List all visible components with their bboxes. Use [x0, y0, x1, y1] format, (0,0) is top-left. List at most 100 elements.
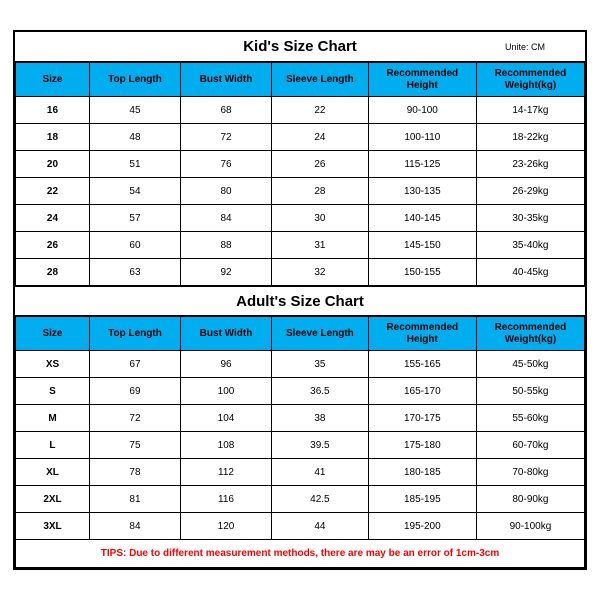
table-cell: 20	[16, 151, 90, 178]
kids-header-row: Size Top Length Bust Width Sleeve Length…	[16, 63, 585, 97]
table-cell: 28	[16, 259, 90, 286]
table-cell: 80-90kg	[476, 486, 584, 513]
table-cell: 24	[272, 124, 369, 151]
table-cell: 84	[181, 205, 272, 232]
table-cell: 180-185	[368, 459, 476, 486]
table-cell: 22	[272, 97, 369, 124]
table-cell: 45	[89, 97, 180, 124]
table-cell: 40-45kg	[476, 259, 584, 286]
size-chart-container: Kid's Size Chart Unite: CM Size Top Leng…	[13, 30, 587, 570]
table-cell: 60	[89, 232, 180, 259]
table-cell: M	[16, 405, 90, 432]
table-cell: 155-165	[368, 351, 476, 378]
table-cell: 41	[272, 459, 369, 486]
table-cell: 26-29kg	[476, 178, 584, 205]
table-cell: 3XL	[16, 513, 90, 540]
table-cell: 80	[181, 178, 272, 205]
table-row: 26608831145-15035-40kg	[16, 232, 585, 259]
table-cell: 60-70kg	[476, 432, 584, 459]
table-cell: 44	[272, 513, 369, 540]
col-bust-width: Bust Width	[181, 63, 272, 97]
table-cell: 14-17kg	[476, 97, 584, 124]
table-row: XL7811241180-18570-80kg	[16, 459, 585, 486]
table-cell: 50-55kg	[476, 378, 584, 405]
tips-row: TIPS: Due to different measurement metho…	[16, 540, 585, 568]
table-cell: 150-155	[368, 259, 476, 286]
col-sleeve-length: Sleeve Length	[272, 317, 369, 351]
table-cell: 72	[89, 405, 180, 432]
adults-title-row: Adult's Size Chart	[15, 286, 585, 316]
table-cell: 36.5	[272, 378, 369, 405]
col-rec-height: Recommended Height	[368, 63, 476, 97]
table-cell: 170-175	[368, 405, 476, 432]
col-bust-width: Bust Width	[181, 317, 272, 351]
table-row: 22548028130-13526-29kg	[16, 178, 585, 205]
table-cell: L	[16, 432, 90, 459]
table-cell: 195-200	[368, 513, 476, 540]
table-cell: 75	[89, 432, 180, 459]
table-row: 2XL8111642.5185-19580-90kg	[16, 486, 585, 513]
table-cell: 48	[89, 124, 180, 151]
table-row: M7210438170-17555-60kg	[16, 405, 585, 432]
table-cell: 2XL	[16, 486, 90, 513]
table-cell: 30	[272, 205, 369, 232]
col-rec-height: Recommended Height	[368, 317, 476, 351]
table-cell: 88	[181, 232, 272, 259]
table-cell: 22	[16, 178, 90, 205]
table-row: L7510839.5175-18060-70kg	[16, 432, 585, 459]
table-cell: 54	[89, 178, 180, 205]
table-cell: 18	[16, 124, 90, 151]
table-cell: 67	[89, 351, 180, 378]
table-cell: 78	[89, 459, 180, 486]
table-cell: 68	[181, 97, 272, 124]
table-cell: 55-60kg	[476, 405, 584, 432]
table-cell: 120	[181, 513, 272, 540]
table-cell: 28	[272, 178, 369, 205]
unite-label: Unite: CM	[505, 42, 545, 52]
table-row: 24578430140-14530-35kg	[16, 205, 585, 232]
table-cell: 100-110	[368, 124, 476, 151]
table-row: 20517626115-12523-26kg	[16, 151, 585, 178]
table-cell: 35-40kg	[476, 232, 584, 259]
table-cell: 96	[181, 351, 272, 378]
table-cell: 130-135	[368, 178, 476, 205]
table-cell: 70-80kg	[476, 459, 584, 486]
table-cell: 32	[272, 259, 369, 286]
table-cell: 26	[272, 151, 369, 178]
col-rec-weight: Recommended Weight(kg)	[476, 63, 584, 97]
table-cell: 35	[272, 351, 369, 378]
adults-header-row: Size Top Length Bust Width Sleeve Length…	[16, 317, 585, 351]
col-top-length: Top Length	[89, 63, 180, 97]
table-cell: 185-195	[368, 486, 476, 513]
table-row: S6910036.5165-17050-55kg	[16, 378, 585, 405]
table-cell: 175-180	[368, 432, 476, 459]
tips-text: TIPS: Due to different measurement metho…	[16, 540, 585, 568]
table-cell: 38	[272, 405, 369, 432]
table-cell: 90-100kg	[476, 513, 584, 540]
table-cell: 39.5	[272, 432, 369, 459]
col-size: Size	[16, 63, 90, 97]
table-cell: XS	[16, 351, 90, 378]
table-row: 3XL8412044195-20090-100kg	[16, 513, 585, 540]
table-cell: 81	[89, 486, 180, 513]
table-cell: 108	[181, 432, 272, 459]
table-cell: 145-150	[368, 232, 476, 259]
table-cell: 69	[89, 378, 180, 405]
table-cell: 140-145	[368, 205, 476, 232]
table-cell: 42.5	[272, 486, 369, 513]
table-cell: 30-35kg	[476, 205, 584, 232]
col-top-length: Top Length	[89, 317, 180, 351]
table-row: 28639232150-15540-45kg	[16, 259, 585, 286]
table-cell: 57	[89, 205, 180, 232]
table-cell: 31	[272, 232, 369, 259]
table-cell: 104	[181, 405, 272, 432]
adults-title: Adult's Size Chart	[236, 293, 364, 310]
table-cell: 45-50kg	[476, 351, 584, 378]
table-cell: 115-125	[368, 151, 476, 178]
kids-table: Size Top Length Bust Width Sleeve Length…	[15, 62, 585, 286]
table-cell: 92	[181, 259, 272, 286]
table-cell: 112	[181, 459, 272, 486]
col-rec-weight: Recommended Weight(kg)	[476, 317, 584, 351]
table-cell: 51	[89, 151, 180, 178]
col-size: Size	[16, 317, 90, 351]
